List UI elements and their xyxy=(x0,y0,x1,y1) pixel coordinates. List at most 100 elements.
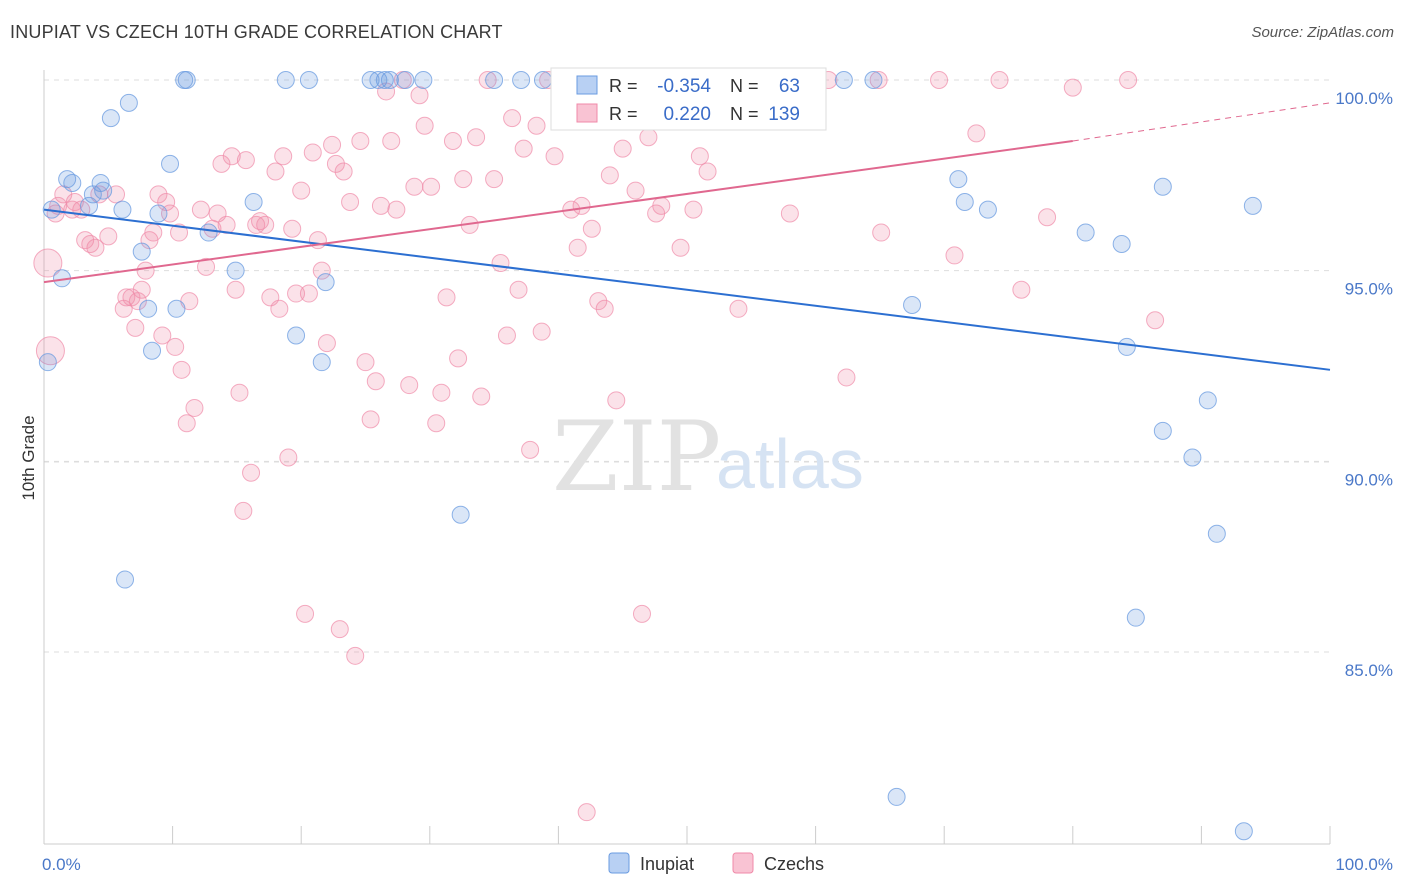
inupiat-point xyxy=(149,204,168,223)
czechs-point xyxy=(532,322,551,341)
inupiat-point xyxy=(361,71,380,89)
czechs-point xyxy=(212,154,231,173)
czechs-point xyxy=(521,440,540,459)
czechs-point xyxy=(595,299,614,318)
czechs-point xyxy=(684,200,703,219)
czechs-point xyxy=(172,360,191,379)
czechs-point xyxy=(869,71,888,89)
czechs-point xyxy=(283,219,302,238)
czechs-point xyxy=(432,383,451,402)
legend-swatch-inupiat xyxy=(576,75,598,95)
czechs-point xyxy=(405,177,424,196)
czechs-point xyxy=(690,147,709,166)
czechs-point xyxy=(509,280,528,299)
inupiat-point xyxy=(978,200,997,219)
czechs-point xyxy=(780,204,799,223)
inupiat-point xyxy=(1153,177,1172,196)
czechs-point xyxy=(422,177,441,196)
inupiat-point xyxy=(94,181,113,200)
czechs-point xyxy=(222,147,241,166)
y-tick-label-3: 85.0% xyxy=(1345,661,1393,680)
inupiat-point xyxy=(143,341,162,360)
czechs-point xyxy=(967,124,986,143)
czechs-point xyxy=(166,337,185,356)
czechs-point xyxy=(351,132,370,151)
inupiat-point xyxy=(903,295,922,314)
legend-n-value-czechs: 139 xyxy=(768,104,800,125)
czechs-point xyxy=(478,71,497,89)
czechs-point xyxy=(415,116,434,135)
czechs-point xyxy=(234,501,253,520)
czechs-point xyxy=(266,162,285,181)
inupiat-point xyxy=(1234,822,1253,841)
watermark-zip: ZIP xyxy=(552,401,721,513)
czechs-point xyxy=(346,646,365,665)
y-tick-label-0: 100.0% xyxy=(1335,89,1393,108)
czechs-point xyxy=(279,448,298,467)
inupiat-point xyxy=(1076,223,1095,242)
inupiat-point xyxy=(161,154,180,173)
czechs-point xyxy=(149,185,168,204)
czechs-point xyxy=(287,284,306,303)
inupiat-point xyxy=(226,261,245,280)
inupiat-point xyxy=(244,193,263,212)
czechs-point xyxy=(128,292,147,311)
inupiat-point xyxy=(1198,391,1217,410)
czechs-point xyxy=(86,238,105,257)
czechs-point xyxy=(503,109,522,128)
inupiat-point xyxy=(955,193,974,212)
czechs-point xyxy=(872,223,891,242)
czechs-point xyxy=(312,261,331,280)
czechs-point xyxy=(341,193,360,212)
inupiat-point xyxy=(949,170,968,189)
inupiat-point xyxy=(1126,608,1145,627)
series-legend: Inupiat Czechs xyxy=(608,852,824,874)
czechs-point xyxy=(400,376,419,395)
legend-n-label-czechs: N = xyxy=(730,104,759,124)
czechs-point xyxy=(572,196,591,215)
czechs-point xyxy=(334,162,353,181)
inupiat-point xyxy=(312,353,331,372)
inupiat-point xyxy=(380,71,399,89)
inupiat-point xyxy=(414,71,433,89)
czechs-point xyxy=(491,254,510,273)
czechs-point xyxy=(589,292,608,311)
inupiat-point xyxy=(375,71,394,89)
inupiat-point xyxy=(834,71,853,89)
czechs-point xyxy=(607,391,626,410)
correlation-legend: R = -0.354 N = 63 R = 0.220 N = 139 xyxy=(550,67,827,131)
legend-r-value-czechs: 0.220 xyxy=(663,104,711,125)
czechs-point xyxy=(217,215,236,234)
inupiat-point xyxy=(276,71,295,89)
czechs-point xyxy=(632,604,651,623)
watermark-atlas: atlas xyxy=(716,425,864,503)
czechs-point xyxy=(427,414,446,433)
czechs-point xyxy=(132,280,151,299)
czechs-point xyxy=(527,116,546,135)
gridlines xyxy=(44,79,1330,653)
czechs-point xyxy=(990,71,1009,89)
inupiat-point xyxy=(101,109,120,128)
czechs-point xyxy=(317,334,336,353)
czechs-point xyxy=(185,398,204,417)
czechs-point xyxy=(177,414,196,433)
axes xyxy=(43,70,1331,845)
legend-n-label-inupiat: N = xyxy=(730,76,759,96)
x-tick-label-0: 0.0% xyxy=(42,855,81,874)
czechs-point xyxy=(136,261,155,280)
czechs-point xyxy=(191,200,210,219)
inupiat-point xyxy=(512,71,531,89)
czechs-point xyxy=(35,336,65,366)
inupiat-point xyxy=(1112,234,1131,253)
czechs-point xyxy=(729,299,748,318)
czechs-point xyxy=(497,326,516,345)
czechs-point xyxy=(698,162,717,181)
legend-r-label-inupiat: R = xyxy=(609,76,638,96)
czechs-point xyxy=(1146,311,1165,330)
czechs-point xyxy=(292,181,311,200)
czechs-point xyxy=(361,410,380,429)
czechs-point xyxy=(299,284,318,303)
czechs-point xyxy=(437,288,456,307)
czechs-point xyxy=(545,147,564,166)
